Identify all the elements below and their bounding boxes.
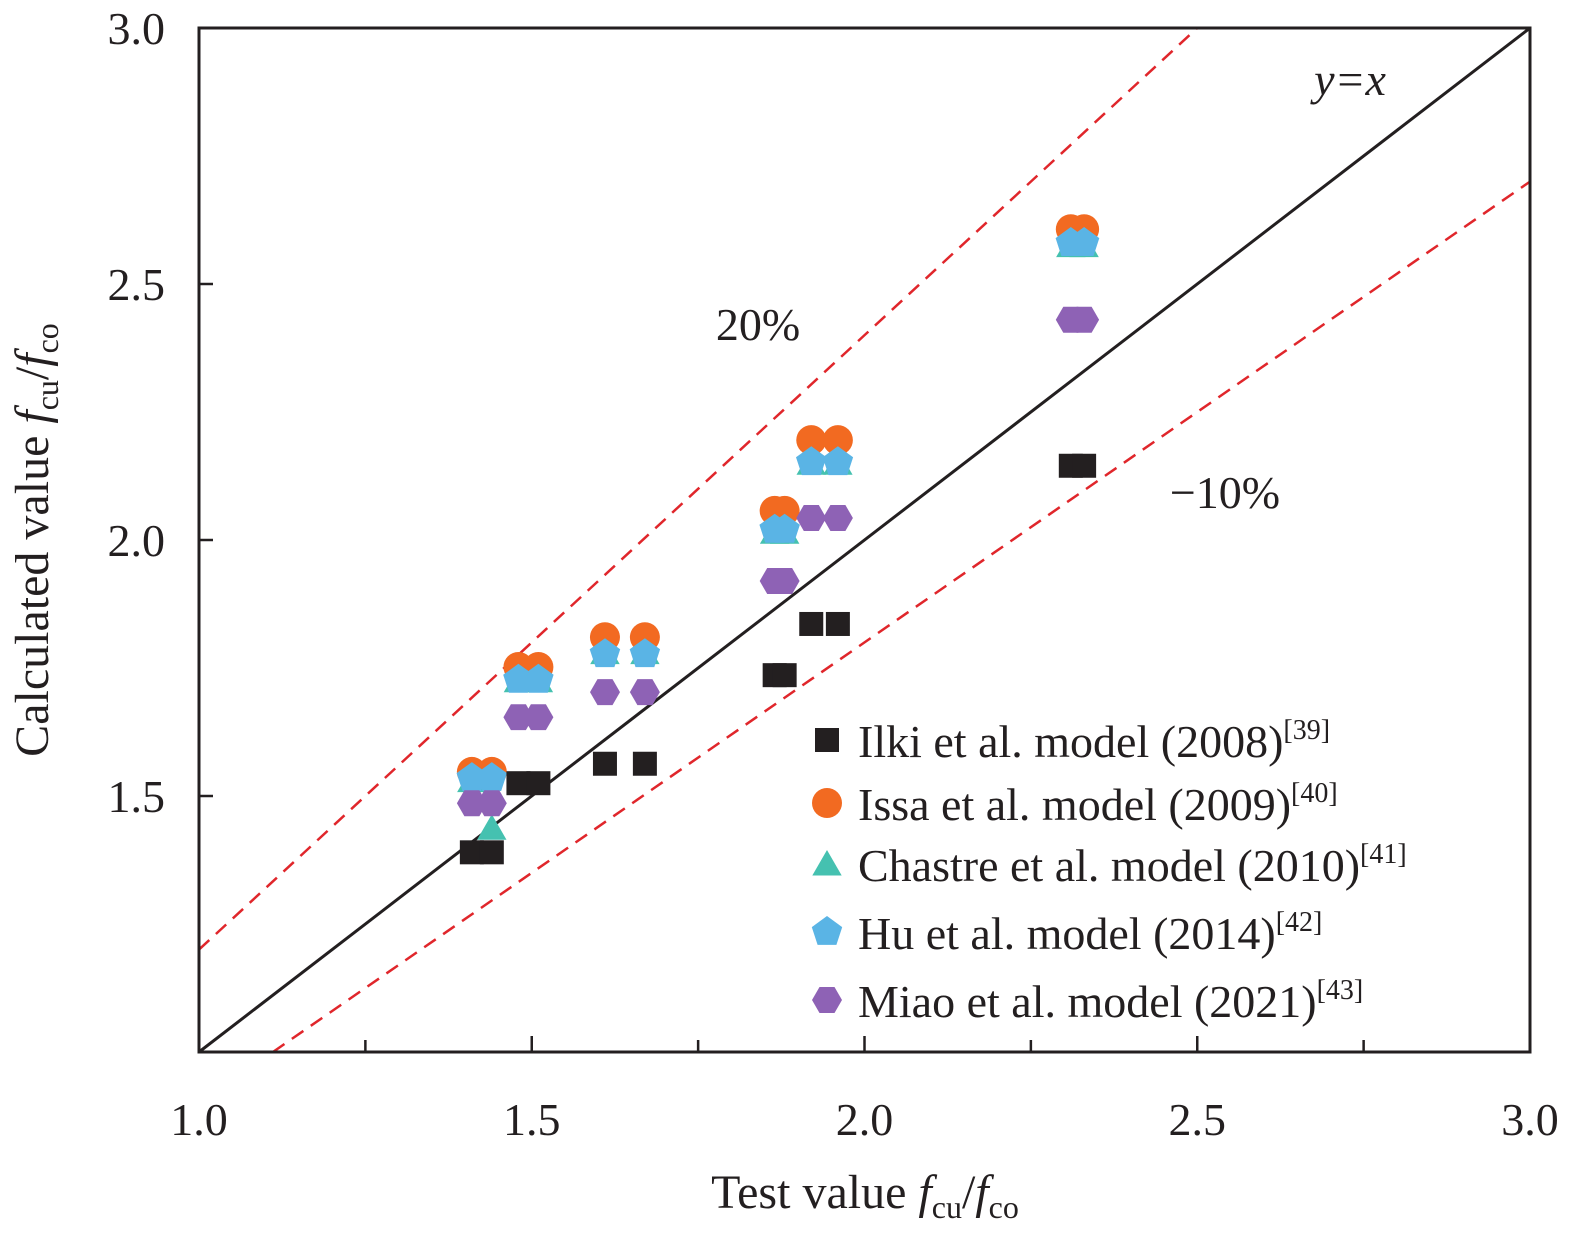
pentagon-point-hu: [769, 513, 800, 543]
legend-ref: [41]: [1360, 839, 1407, 870]
x-tick-label: 2.5: [1169, 1094, 1227, 1145]
reference-line-1: [198, 27, 1199, 951]
reference-line-2: [272, 180, 1531, 1054]
x-tick-label: 2.0: [836, 1094, 894, 1145]
circle-point-issa: [822, 425, 853, 456]
legend-item: Issa et al. model (2009)[40]: [812, 778, 1338, 830]
square-point-ilki: [479, 840, 504, 865]
pentagon-point-hu: [1068, 227, 1100, 256]
hexagon-point-miao: [523, 704, 554, 731]
legend-square-icon: [815, 728, 839, 752]
legend-item: Ilki et al. model (2008)[39]: [815, 715, 1330, 767]
legend-name: Ilki et al. model (2008): [858, 716, 1283, 767]
reference-line-label: −10%: [1170, 467, 1280, 518]
reference-line-label: y=x: [1310, 54, 1386, 105]
legend-item: Hu et al. model (2014)[42]: [811, 907, 1322, 959]
pentagon-point-hu: [476, 762, 507, 791]
y-tick-label: 1.5: [108, 771, 166, 822]
x-tick-label: 3.0: [1501, 1094, 1559, 1145]
legend-ref: [40]: [1291, 778, 1338, 809]
square-point-ilki: [632, 751, 657, 776]
hexagon-point-miao: [822, 505, 853, 531]
pentagon-point-hu: [456, 762, 488, 791]
legend-triangle-icon: [812, 850, 842, 876]
legend-item: Chastre et al. model (2010)[41]: [812, 839, 1407, 891]
pentagon-point-hu: [503, 663, 534, 693]
reference-line-0: [198, 26, 1531, 1054]
hexagon-point-miao: [629, 679, 660, 706]
hexagon-point-miao: [796, 505, 827, 531]
pentagon-point-hu: [589, 638, 621, 668]
legend-pentagon-icon: [811, 916, 843, 945]
y-tick-label: 2.0: [108, 515, 166, 566]
pentagon-point-hu: [629, 638, 661, 668]
y-axis-label: Calculated value fcu/fco: [6, 323, 65, 757]
square-point-ilki: [825, 611, 850, 636]
pentagon-point-hu: [523, 663, 554, 693]
hexagon-point-miao: [503, 704, 534, 731]
square-point-ilki: [526, 771, 551, 796]
x-tick-label: 1.0: [170, 1094, 228, 1145]
x-tick-label: 1.5: [503, 1094, 561, 1145]
y-tick-label: 3.0: [108, 3, 166, 54]
square-point-ilki: [1072, 453, 1097, 478]
pentagon-point-hu: [822, 446, 854, 476]
reference-line-label: 20%: [716, 299, 800, 350]
legend-ref: [42]: [1276, 907, 1323, 938]
pentagon-point-hu: [796, 446, 827, 476]
legend-name: Hu et al. model (2014): [858, 908, 1276, 959]
x-axis-label: Test value fcu/fco: [711, 1166, 1019, 1225]
hexagon-point-miao: [476, 790, 507, 817]
triangle-point-chastre: [477, 814, 507, 840]
legend-ref: [43]: [1317, 975, 1364, 1006]
legend-label: Hu et al. model (2014)[42]: [858, 907, 1322, 959]
hexagon-point-miao: [1069, 306, 1100, 333]
legend-circle-icon: [812, 788, 842, 818]
legend-label: Miao et al. model (2021)[43]: [858, 975, 1363, 1027]
legend-label: Ilki et al. model (2008)[39]: [858, 715, 1330, 767]
legend-label: Chastre et al. model (2010)[41]: [858, 839, 1407, 891]
legend-hexagon-icon: [812, 987, 842, 1013]
hexagon-point-miao: [456, 790, 487, 817]
legend-name: Chastre et al. model (2010): [858, 840, 1360, 891]
legend-ref: [39]: [1283, 715, 1330, 746]
circle-point-issa: [796, 425, 827, 456]
legend-label: Issa et al. model (2009)[40]: [858, 778, 1338, 830]
square-point-ilki: [592, 751, 617, 776]
legend-name: Issa et al. model (2009): [858, 779, 1291, 830]
legend-name: Miao et al. model (2021): [858, 976, 1317, 1027]
hexagon-point-miao: [590, 679, 620, 706]
y-tick-label: 2.5: [108, 259, 166, 310]
square-point-ilki: [772, 663, 797, 688]
hexagon-point-miao: [769, 568, 800, 594]
square-point-ilki: [799, 611, 824, 636]
legend-item: Miao et al. model (2021)[43]: [812, 975, 1363, 1027]
